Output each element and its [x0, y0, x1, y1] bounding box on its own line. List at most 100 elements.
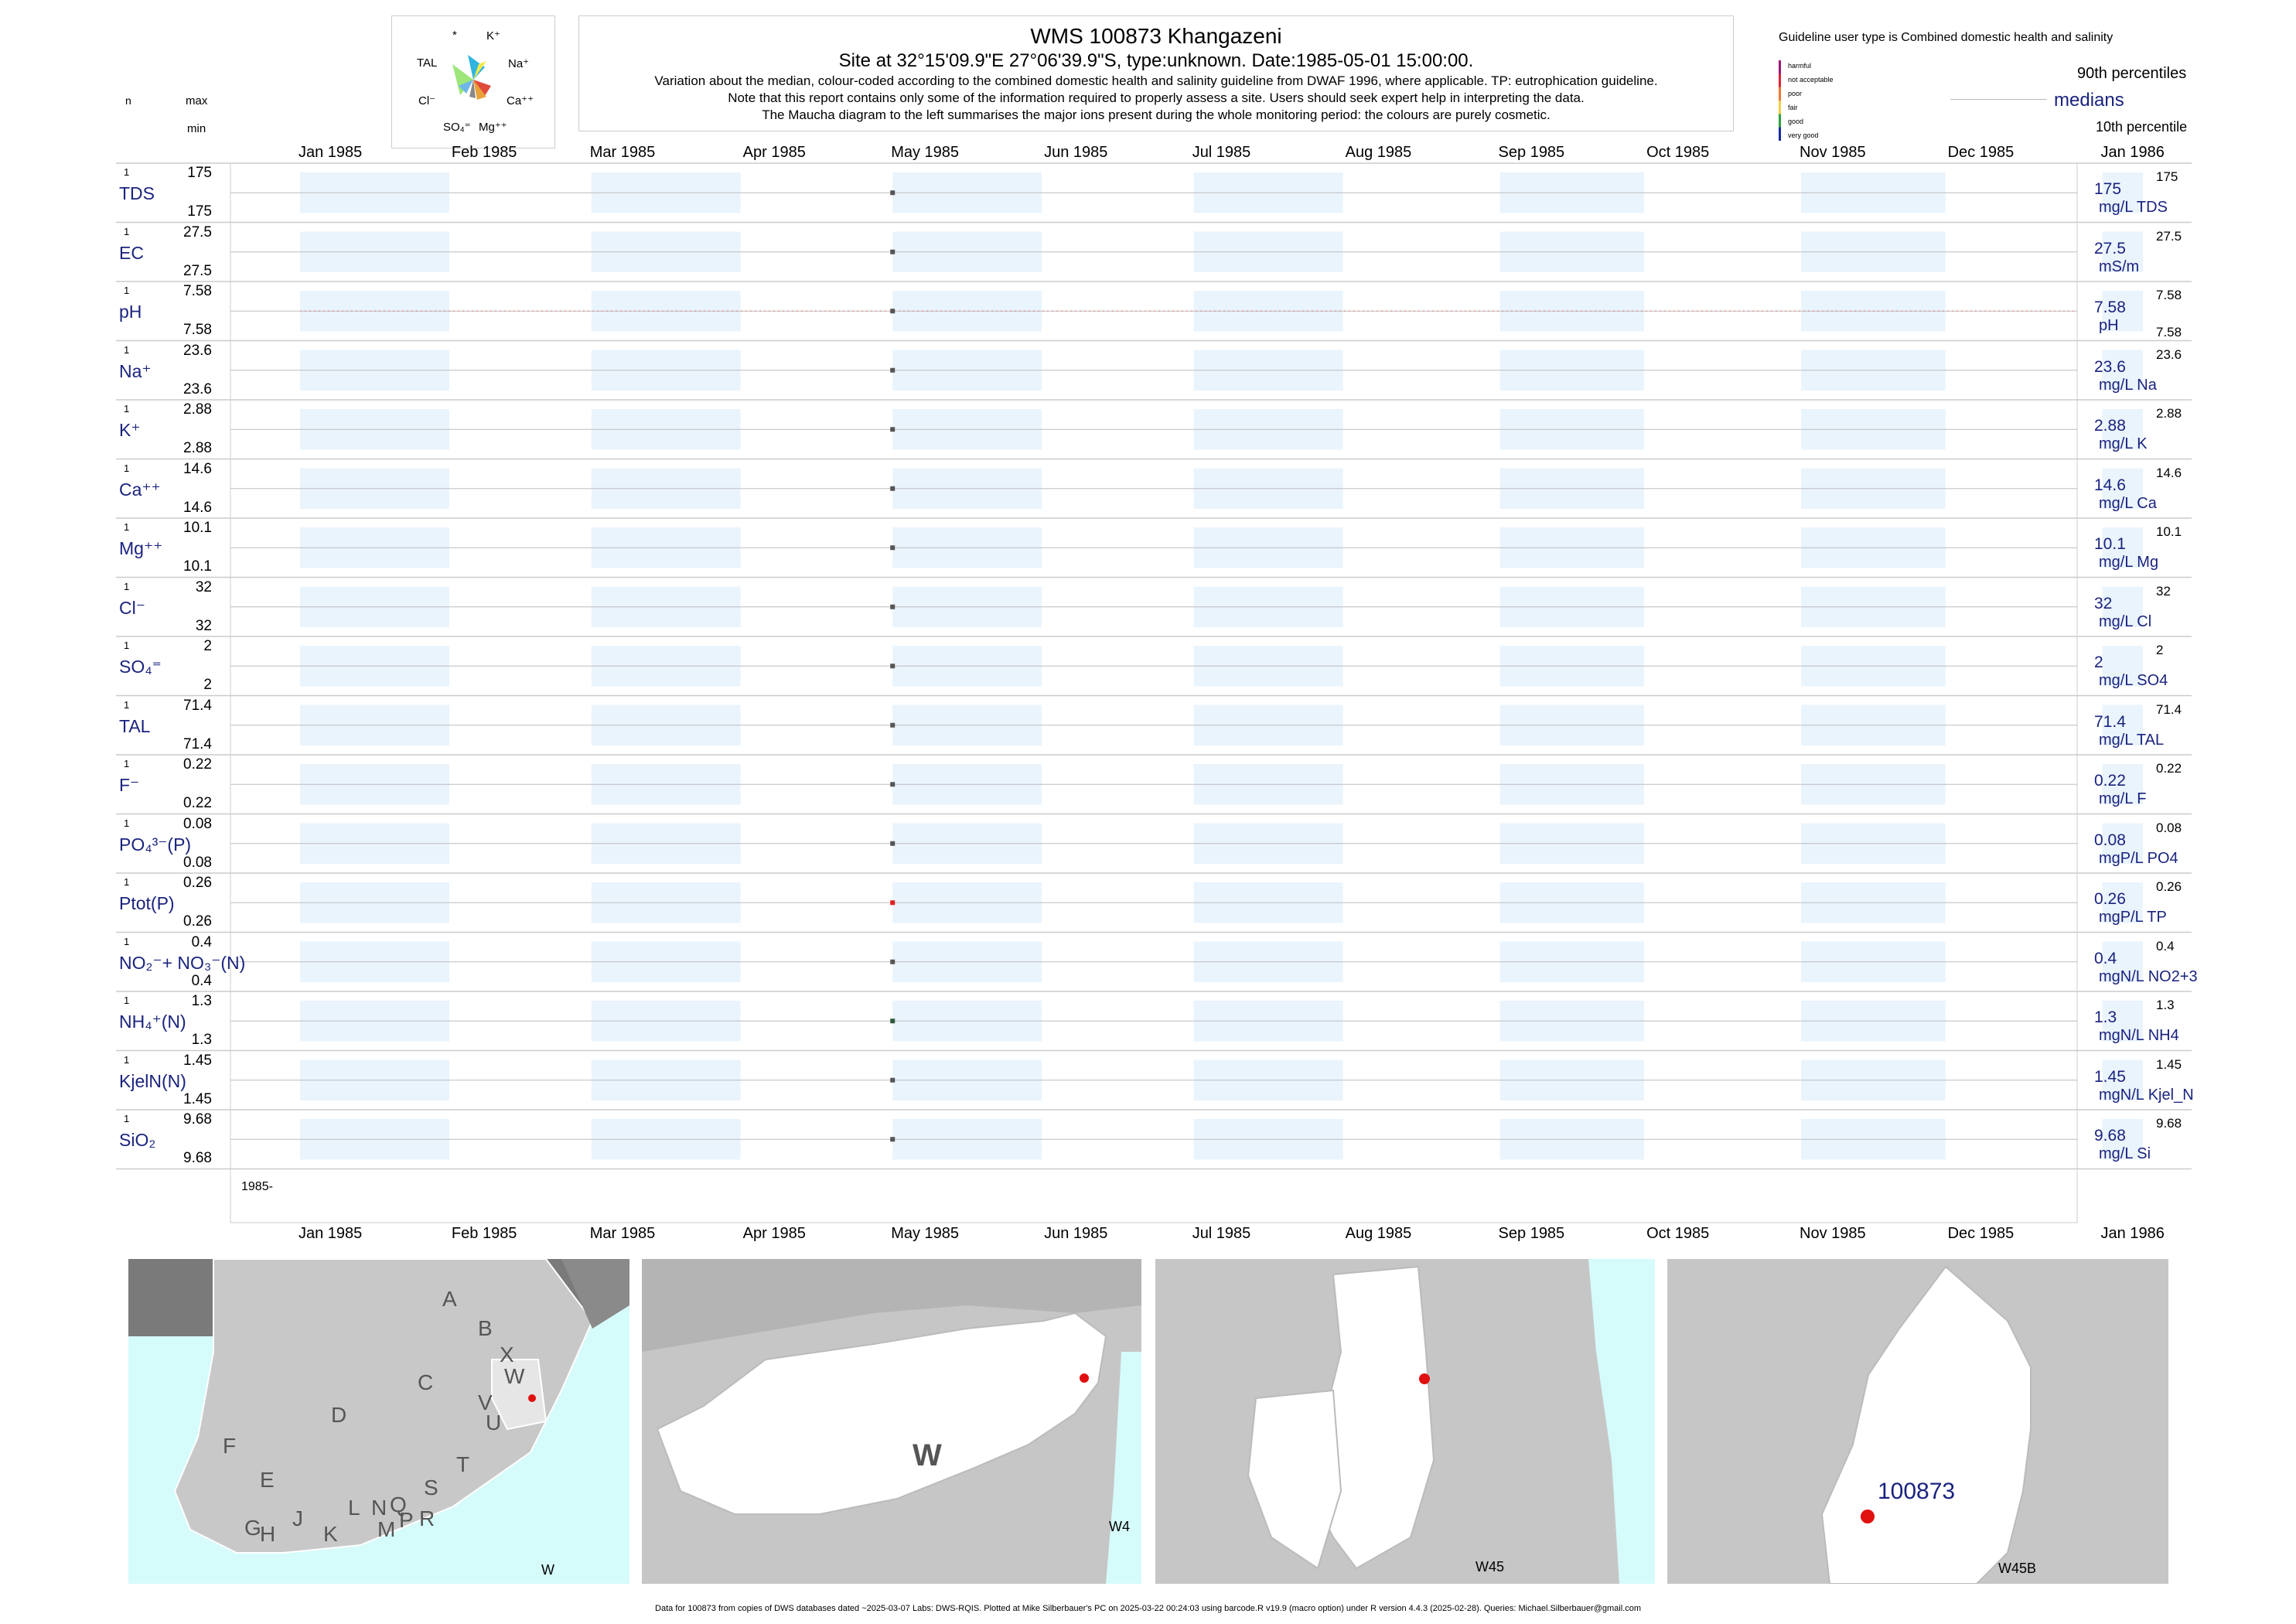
- row-value: 0.26: [2094, 890, 2126, 908]
- row-min: 27.5: [183, 262, 212, 279]
- row-unit: mg/L TDS: [2099, 199, 2168, 216]
- row-label: Mg⁺⁺: [119, 538, 163, 558]
- month-label-bottom: Jul 1985: [1192, 1225, 1251, 1242]
- row-count: 1: [124, 403, 130, 415]
- month-band: [2102, 527, 2143, 568]
- data-point: [890, 249, 896, 254]
- maucha-so4-segment: [459, 80, 473, 94]
- month-label-top: Feb 1985: [451, 144, 517, 161]
- row-min: 32: [195, 617, 212, 634]
- data-point: [890, 1137, 896, 1142]
- month-band: [2102, 468, 2143, 509]
- map-w45b-caption: W45B: [1998, 1561, 2037, 1576]
- row-max-right: 27.5: [2156, 228, 2182, 244]
- map-w-region-letter: M: [377, 1517, 396, 1541]
- header-n: n: [125, 94, 131, 107]
- row-min: 0.22: [183, 795, 212, 811]
- map-w-region-letter: B: [478, 1316, 493, 1340]
- row-value: 2.88: [2094, 417, 2126, 435]
- map-w4-letter: W: [913, 1438, 942, 1472]
- map-w-region-letter: U: [486, 1411, 502, 1435]
- maucha-k-segment: [468, 55, 485, 80]
- month-band: [2102, 882, 2143, 923]
- row-max: 23.6: [183, 342, 212, 359]
- month-band: [2102, 1119, 2143, 1160]
- row-value: 32: [2094, 594, 2113, 612]
- legend-p90: 90th percentiles: [2077, 65, 2187, 82]
- map-w-region-letter: Q: [390, 1493, 407, 1517]
- row-max: 175: [187, 165, 212, 181]
- row-unit: mg/L Si: [2099, 1145, 2151, 1162]
- row-unit: mgN/L Kjel_N: [2099, 1086, 2194, 1104]
- row-max-right: 0.08: [2156, 820, 2182, 835]
- map-w-region-letter: P: [399, 1508, 414, 1532]
- row-max-right: 1.45: [2156, 1056, 2182, 1072]
- row-unit: mgP/L PO4: [2099, 849, 2178, 867]
- year-label: 1985-: [241, 1180, 273, 1193]
- month-label-top: Sep 1985: [1498, 144, 1565, 161]
- map-w-region-letter: V: [478, 1390, 493, 1414]
- row-count: 1: [124, 166, 130, 178]
- row-unit: pH: [2099, 317, 2119, 334]
- data-point: [890, 664, 896, 669]
- month-label-bottom: Jan 1985: [299, 1225, 363, 1242]
- legend-not-acceptable: not acceptable: [1788, 76, 1834, 84]
- row-max-right: 2.88: [2156, 406, 2182, 421]
- data-point: [890, 309, 896, 314]
- row-label: Ptot(P): [119, 893, 175, 913]
- map-w-region-letter: R: [419, 1506, 435, 1530]
- note-maucha: The Maucha diagram to the left summarise…: [762, 107, 1551, 122]
- row-value: 0.4: [2094, 949, 2117, 967]
- row-max: 2: [203, 638, 212, 654]
- month-band: [2102, 350, 2143, 391]
- map-w-region-letter: F: [223, 1434, 237, 1458]
- maucha-label-cl: Cl⁻: [418, 94, 436, 107]
- row-value: 1.45: [2094, 1067, 2126, 1086]
- maucha-label-mg: Mg⁺⁺: [479, 121, 507, 134]
- month-label-bottom: Jan 1986: [2100, 1225, 2165, 1242]
- month-label-top: Jan 1986: [2100, 144, 2165, 161]
- row-value: 10.1: [2094, 535, 2126, 553]
- row-label: PO₄³⁻(P): [119, 834, 192, 855]
- legend-p10: 10th percentile: [2096, 119, 2188, 135]
- map-w-region-letter: H: [260, 1522, 276, 1546]
- guideline-title: Guideline user type is Combined domestic…: [1779, 31, 2113, 44]
- data-point: [890, 427, 896, 432]
- row-max-right: 175: [2156, 169, 2178, 184]
- month-label-top: Jan 1985: [299, 144, 363, 161]
- maucha-mg-segment: [469, 80, 476, 98]
- maucha-tal-segment: [452, 64, 473, 95]
- row-label: Ca⁺⁺: [119, 479, 161, 500]
- row-value: 1.3: [2094, 1008, 2117, 1026]
- map-w45b-shape: [1820, 1265, 2032, 1584]
- row-count: 1: [124, 995, 130, 1006]
- legend-median-line: [1950, 99, 2047, 100]
- legend-medians: medians: [2054, 90, 2124, 111]
- row-value: 27.5: [2094, 239, 2126, 258]
- row-count: 1: [124, 876, 130, 888]
- row-max: 14.6: [183, 460, 212, 477]
- row-min: 71.4: [183, 735, 212, 752]
- row-min: 0.4: [191, 972, 212, 989]
- row-count: 1: [124, 225, 130, 237]
- month-label-bottom: Jun 1985: [1044, 1225, 1108, 1242]
- row-min: 7.58: [183, 322, 212, 338]
- row-unit: mg/L SO4: [2099, 672, 2168, 689]
- row-unit: mg/L Cl: [2099, 612, 2152, 630]
- row-label: Na⁺: [119, 360, 152, 381]
- row-value: 0.08: [2094, 831, 2126, 849]
- row-gridlines: [116, 162, 2192, 1223]
- map-w-region-letter: C: [418, 1370, 434, 1394]
- row-min: 2.88: [183, 440, 212, 456]
- map-w4-caption: W4: [1109, 1519, 1130, 1534]
- row-max-right: 10.1: [2156, 524, 2182, 539]
- map-w45-caption: W45: [1476, 1559, 1505, 1575]
- row-max: 1.3: [191, 993, 212, 1009]
- month-label-bottom: Nov 1985: [1800, 1225, 1866, 1242]
- month-band: [2102, 1001, 2143, 1042]
- month-label-bottom: Feb 1985: [451, 1225, 517, 1242]
- footer: Data for 100873 from copies of DWS datab…: [655, 1604, 1641, 1613]
- map-w45b: 100873 W45B: [1667, 1259, 2168, 1584]
- legend-poor: poor: [1788, 90, 1803, 97]
